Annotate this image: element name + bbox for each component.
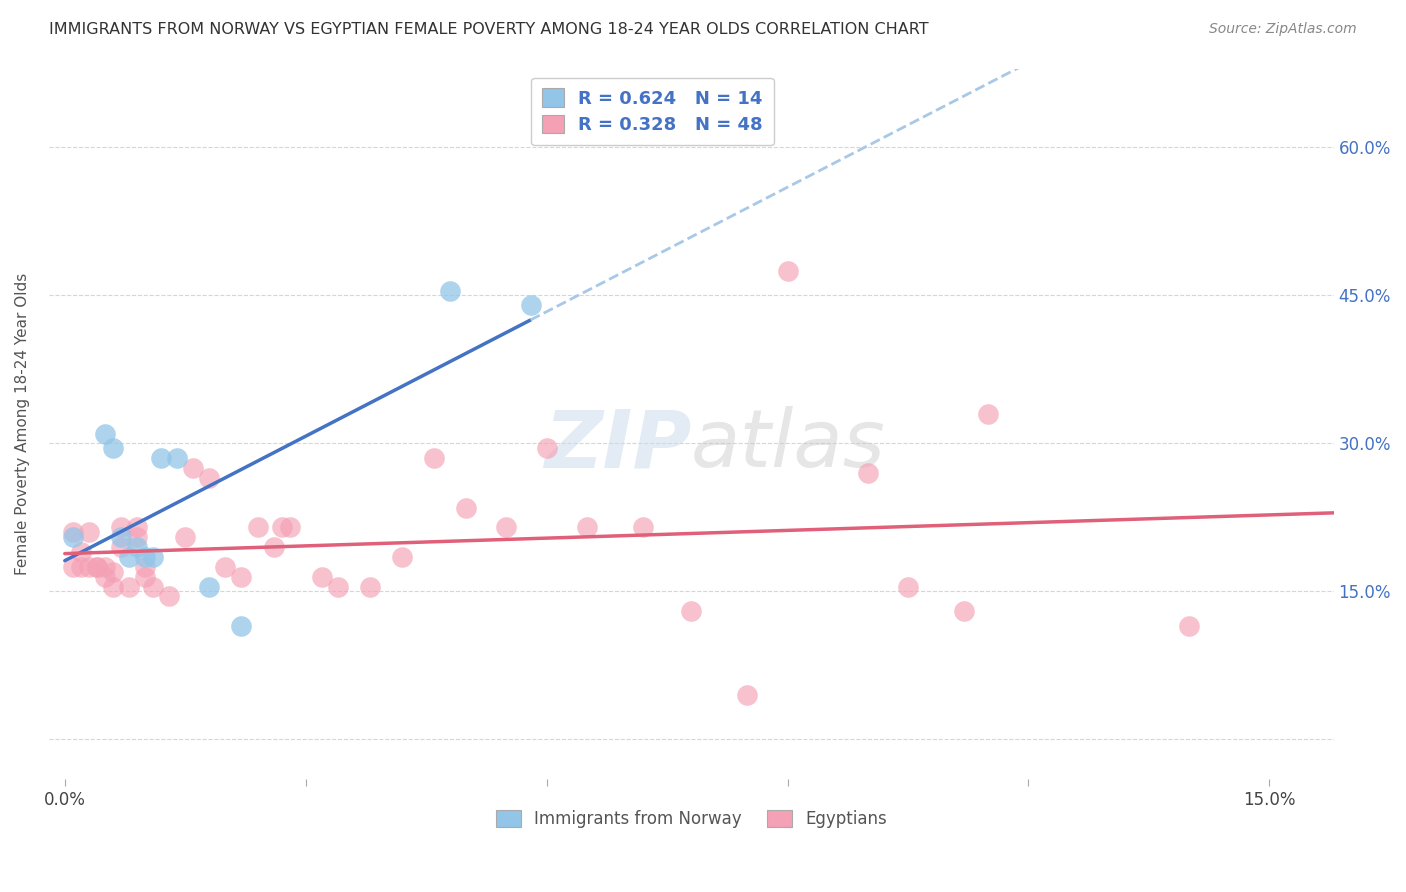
Point — [631, 520, 654, 534]
Point — [423, 451, 446, 466]
Point — [359, 580, 381, 594]
Point — [134, 569, 156, 583]
Point — [246, 520, 269, 534]
Text: IMMIGRANTS FROM NORWAY VS EGYPTIAN FEMALE POVERTY AMONG 18-24 YEAR OLDS CORRELAT: IMMIGRANTS FROM NORWAY VS EGYPTIAN FEMAL… — [49, 22, 929, 37]
Point — [326, 580, 349, 594]
Point — [1178, 619, 1201, 633]
Point — [681, 604, 703, 618]
Point — [231, 569, 253, 583]
Point — [118, 580, 141, 594]
Point — [270, 520, 292, 534]
Point — [127, 520, 149, 534]
Point — [214, 559, 236, 574]
Point — [70, 559, 93, 574]
Point — [157, 590, 180, 604]
Y-axis label: Female Poverty Among 18-24 Year Olds: Female Poverty Among 18-24 Year Olds — [15, 273, 30, 574]
Legend: Immigrants from Norway, Egyptians: Immigrants from Norway, Egyptians — [489, 803, 893, 835]
Point — [166, 451, 188, 466]
Point — [118, 549, 141, 564]
Point — [127, 530, 149, 544]
Point — [110, 530, 132, 544]
Point — [150, 451, 173, 466]
Point — [231, 619, 253, 633]
Text: atlas: atlas — [692, 406, 886, 484]
Point — [110, 540, 132, 554]
Point — [519, 298, 541, 312]
Point — [181, 461, 204, 475]
Point — [77, 559, 100, 574]
Point — [62, 525, 84, 540]
Point — [70, 545, 93, 559]
Point — [94, 569, 117, 583]
Point — [94, 559, 117, 574]
Point — [110, 520, 132, 534]
Point — [575, 520, 598, 534]
Point — [142, 580, 165, 594]
Point — [77, 525, 100, 540]
Point — [495, 520, 517, 534]
Point — [198, 580, 221, 594]
Point — [127, 540, 149, 554]
Text: Source: ZipAtlas.com: Source: ZipAtlas.com — [1209, 22, 1357, 37]
Point — [101, 565, 124, 579]
Point — [101, 580, 124, 594]
Point — [263, 540, 285, 554]
Point — [86, 559, 108, 574]
Point — [776, 264, 799, 278]
Point — [977, 407, 1000, 421]
Point — [142, 549, 165, 564]
Text: ZIP: ZIP — [544, 406, 692, 484]
Point — [134, 549, 156, 564]
Point — [737, 688, 759, 702]
Point — [953, 604, 976, 618]
Point — [391, 549, 413, 564]
Point — [101, 442, 124, 456]
Point — [62, 530, 84, 544]
Point — [278, 520, 301, 534]
Point — [311, 569, 333, 583]
Point — [86, 559, 108, 574]
Point — [134, 559, 156, 574]
Point — [198, 471, 221, 485]
Point — [94, 426, 117, 441]
Point — [536, 442, 558, 456]
Point — [856, 466, 879, 480]
Point — [456, 500, 478, 515]
Point — [439, 284, 461, 298]
Point — [897, 580, 920, 594]
Point — [174, 530, 197, 544]
Point — [62, 559, 84, 574]
